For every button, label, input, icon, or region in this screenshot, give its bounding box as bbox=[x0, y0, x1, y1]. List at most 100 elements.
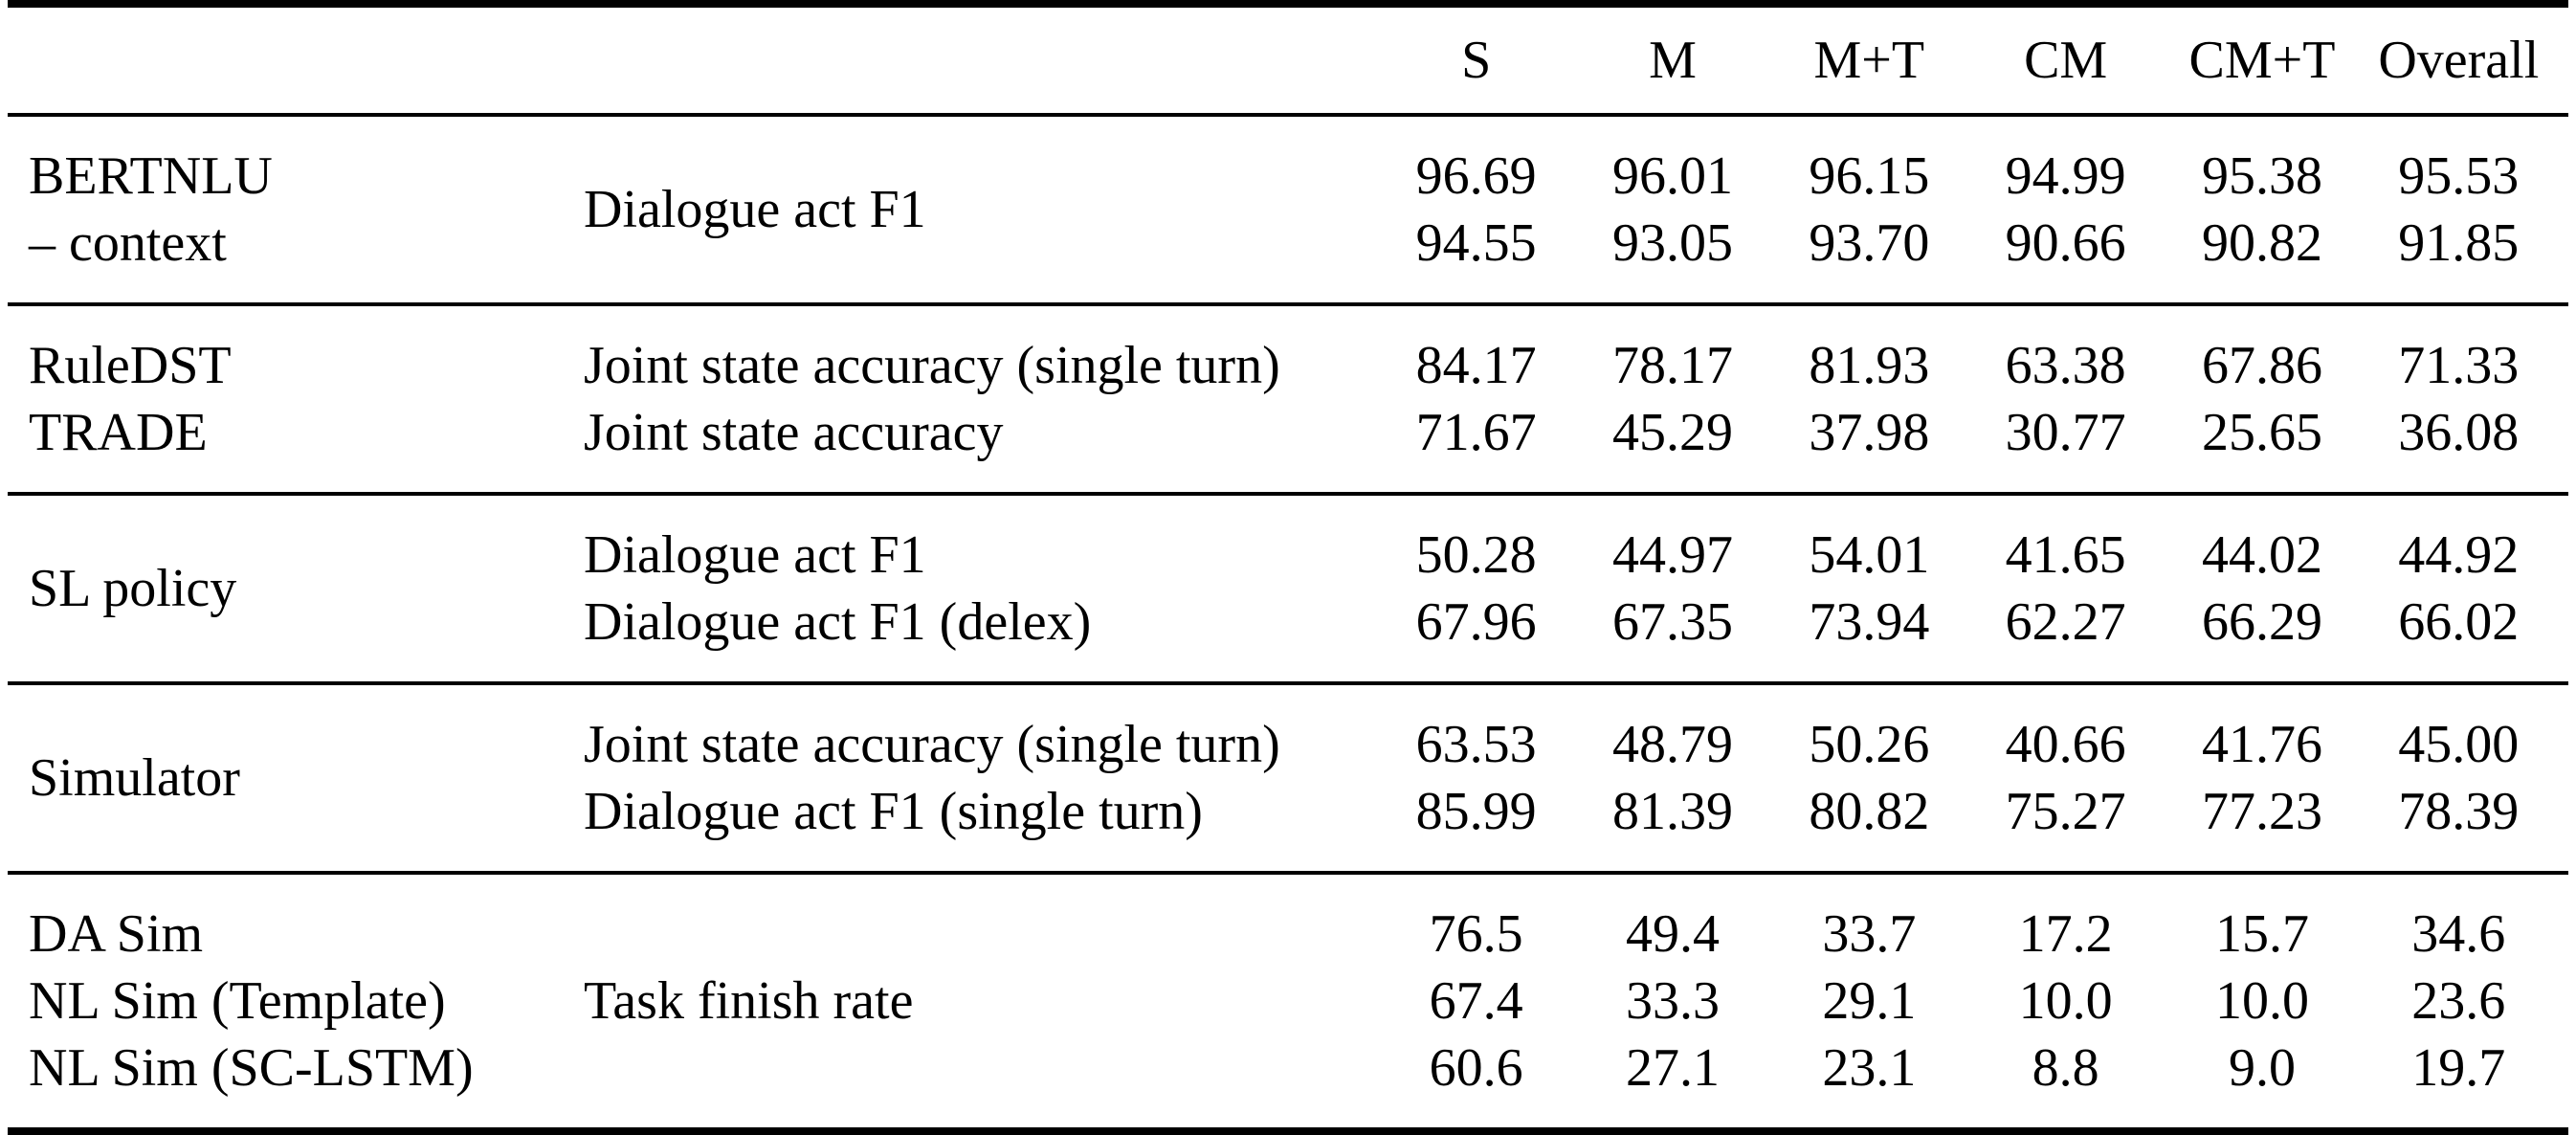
value-cell: 40.66 bbox=[2005, 715, 2126, 774]
model-cell: Simulator bbox=[29, 745, 584, 812]
column-header-overall: Overall bbox=[2378, 31, 2540, 90]
model-label: – context bbox=[29, 213, 227, 273]
metric-label: Joint state accuracy (single turn) bbox=[584, 715, 1280, 774]
value-cell: 90.66 bbox=[2005, 213, 2126, 273]
value-cell: 66.02 bbox=[2398, 592, 2520, 652]
value-cell: 85.99 bbox=[1415, 782, 1537, 841]
value-cell: 95.38 bbox=[2201, 146, 2322, 206]
value-cell: 93.70 bbox=[1809, 213, 1930, 273]
value-cell: 25.65 bbox=[2201, 403, 2322, 462]
value-cell: 77.23 bbox=[2201, 782, 2322, 841]
section-divider-rule bbox=[8, 302, 2568, 306]
data-row: 85.99 81.39 80.82 75.27 77.23 78.39 bbox=[1378, 778, 2557, 845]
top-rule bbox=[8, 0, 2568, 8]
model-cell: RuleDST TRADE bbox=[29, 332, 584, 466]
metric-label: Dialogue act F1 bbox=[584, 180, 926, 239]
metric-label: Joint state accuracy bbox=[584, 403, 1004, 462]
metric-label: Dialogue act F1 bbox=[584, 525, 926, 585]
data-row: 63.53 48.79 50.26 40.66 41.76 45.00 bbox=[1378, 711, 2557, 778]
value-cell: 36.08 bbox=[2398, 403, 2520, 462]
value-cell: 41.65 bbox=[2005, 525, 2126, 585]
metric-cell: Task finish rate bbox=[584, 968, 1378, 1035]
value-cell: 45.29 bbox=[1611, 403, 1733, 462]
value-cell: 54.01 bbox=[1809, 525, 1930, 585]
column-header-cm: CM bbox=[2024, 31, 2108, 90]
value-cell: 67.4 bbox=[1429, 971, 1523, 1031]
value-cell: 63.53 bbox=[1415, 715, 1537, 774]
value-cell: 67.35 bbox=[1611, 592, 1733, 652]
column-header-m: M bbox=[1649, 31, 1697, 90]
value-cell: 23.1 bbox=[1822, 1038, 1917, 1098]
bottom-rule bbox=[8, 1127, 2568, 1135]
value-cell: 45.00 bbox=[2398, 715, 2520, 774]
value-cell: 96.69 bbox=[1415, 146, 1537, 206]
value-cell: 60.6 bbox=[1429, 1038, 1523, 1098]
data-row: 67.96 67.35 73.94 62.27 66.29 66.02 bbox=[1378, 589, 2557, 656]
value-cell: 66.29 bbox=[2201, 592, 2322, 652]
metric-cell: Joint state accuracy (single turn) Dialog… bbox=[584, 711, 1378, 845]
value-cell: 78.17 bbox=[1611, 336, 1733, 395]
value-cell: 10.0 bbox=[2018, 971, 2113, 1031]
value-cell: 71.33 bbox=[2398, 336, 2520, 395]
value-cell: 8.8 bbox=[2032, 1038, 2099, 1098]
value-cell: 91.85 bbox=[2398, 213, 2520, 273]
value-cell: 94.99 bbox=[2005, 146, 2126, 206]
values-block: 84.17 78.17 81.93 63.38 67.86 71.33 71.67 45.29… bbox=[1378, 332, 2557, 466]
values-block: 63.53 48.79 50.26 40.66 41.76 45.00 85.99 81.39… bbox=[1378, 711, 2557, 845]
value-cell: 71.67 bbox=[1415, 403, 1537, 462]
value-cell: 73.94 bbox=[1809, 592, 1930, 652]
value-cell: 34.6 bbox=[2411, 904, 2506, 964]
table-header-row: S M M+T CM CM+T Overall bbox=[0, 8, 2576, 113]
value-cell: 75.27 bbox=[2005, 782, 2126, 841]
data-row: 50.28 44.97 54.01 41.65 44.02 44.92 bbox=[1378, 522, 2557, 589]
value-cell: 17.2 bbox=[2018, 904, 2113, 964]
table-section: SL policy Dialogue act F1 Dialogue act F1 … bbox=[0, 496, 2576, 681]
value-cell: 19.7 bbox=[2411, 1038, 2506, 1098]
value-cell: 48.79 bbox=[1611, 715, 1733, 774]
value-cell: 90.82 bbox=[2201, 213, 2322, 273]
value-cell: 44.97 bbox=[1611, 525, 1733, 585]
value-cell: 67.96 bbox=[1415, 592, 1537, 652]
value-cell: 49.4 bbox=[1625, 904, 1720, 964]
value-cell: 33.3 bbox=[1625, 971, 1720, 1031]
value-cell: 96.15 bbox=[1809, 146, 1930, 206]
values-block: 50.28 44.97 54.01 41.65 44.02 44.92 67.96 67.35… bbox=[1378, 522, 2557, 656]
value-cell: 50.28 bbox=[1415, 525, 1537, 585]
model-label: NL Sim (Template) bbox=[29, 971, 446, 1031]
value-cell: 63.38 bbox=[2005, 336, 2126, 395]
metric-label: Dialogue act F1 (single turn) bbox=[584, 782, 1203, 841]
model-label: TRADE bbox=[29, 403, 208, 462]
data-row: 76.5 49.4 33.7 17.2 15.7 34.6 bbox=[1378, 901, 2557, 968]
table-section: RuleDST TRADE Joint state accuracy (single… bbox=[0, 306, 2576, 492]
column-header-s: S bbox=[1461, 31, 1492, 90]
model-label: BERTNLU bbox=[29, 146, 273, 206]
value-cell: 41.76 bbox=[2201, 715, 2322, 774]
value-cell: 76.5 bbox=[1429, 904, 1523, 964]
metric-label: Joint state accuracy (single turn) bbox=[584, 336, 1280, 395]
value-cell: 23.6 bbox=[2411, 971, 2506, 1031]
value-cell: 10.0 bbox=[2214, 971, 2309, 1031]
value-cell: 93.05 bbox=[1611, 213, 1733, 273]
section-divider-rule bbox=[8, 871, 2568, 875]
column-header-mt: M+T bbox=[1813, 31, 1925, 90]
model-cell: DA Sim NL Sim (Template) NL Sim (SC-LSTM) bbox=[29, 901, 584, 1102]
value-cell: 78.39 bbox=[2398, 782, 2520, 841]
metric-label: Dialogue act F1 (delex) bbox=[584, 592, 1092, 652]
value-cell: 27.1 bbox=[1625, 1038, 1720, 1098]
table-section: BERTNLU – context Dialogue act F1 96.69 96.0… bbox=[0, 117, 2576, 302]
table-body: BERTNLU – context Dialogue act F1 96.69 96.0… bbox=[0, 113, 2576, 1127]
data-row: 71.67 45.29 37.98 30.77 25.65 36.08 bbox=[1378, 399, 2557, 466]
value-cell: 44.92 bbox=[2398, 525, 2520, 585]
model-label: Simulator bbox=[29, 748, 240, 808]
data-row: 84.17 78.17 81.93 63.38 67.86 71.33 bbox=[1378, 332, 2557, 399]
model-label: RuleDST bbox=[29, 336, 232, 395]
column-header-cmt: CM+T bbox=[2188, 31, 2336, 90]
table-section: DA Sim NL Sim (Template) NL Sim (SC-LSTM) T… bbox=[0, 875, 2576, 1127]
model-label: DA Sim bbox=[29, 904, 204, 964]
value-cell: 37.98 bbox=[1809, 403, 1930, 462]
section-divider-rule bbox=[8, 113, 2568, 117]
values-block: 76.5 49.4 33.7 17.2 15.7 34.6 67.4 33.3 29.1 10.0… bbox=[1378, 901, 2557, 1102]
model-label: NL Sim (SC-LSTM) bbox=[29, 1038, 474, 1098]
model-cell: BERTNLU – context bbox=[29, 143, 584, 277]
